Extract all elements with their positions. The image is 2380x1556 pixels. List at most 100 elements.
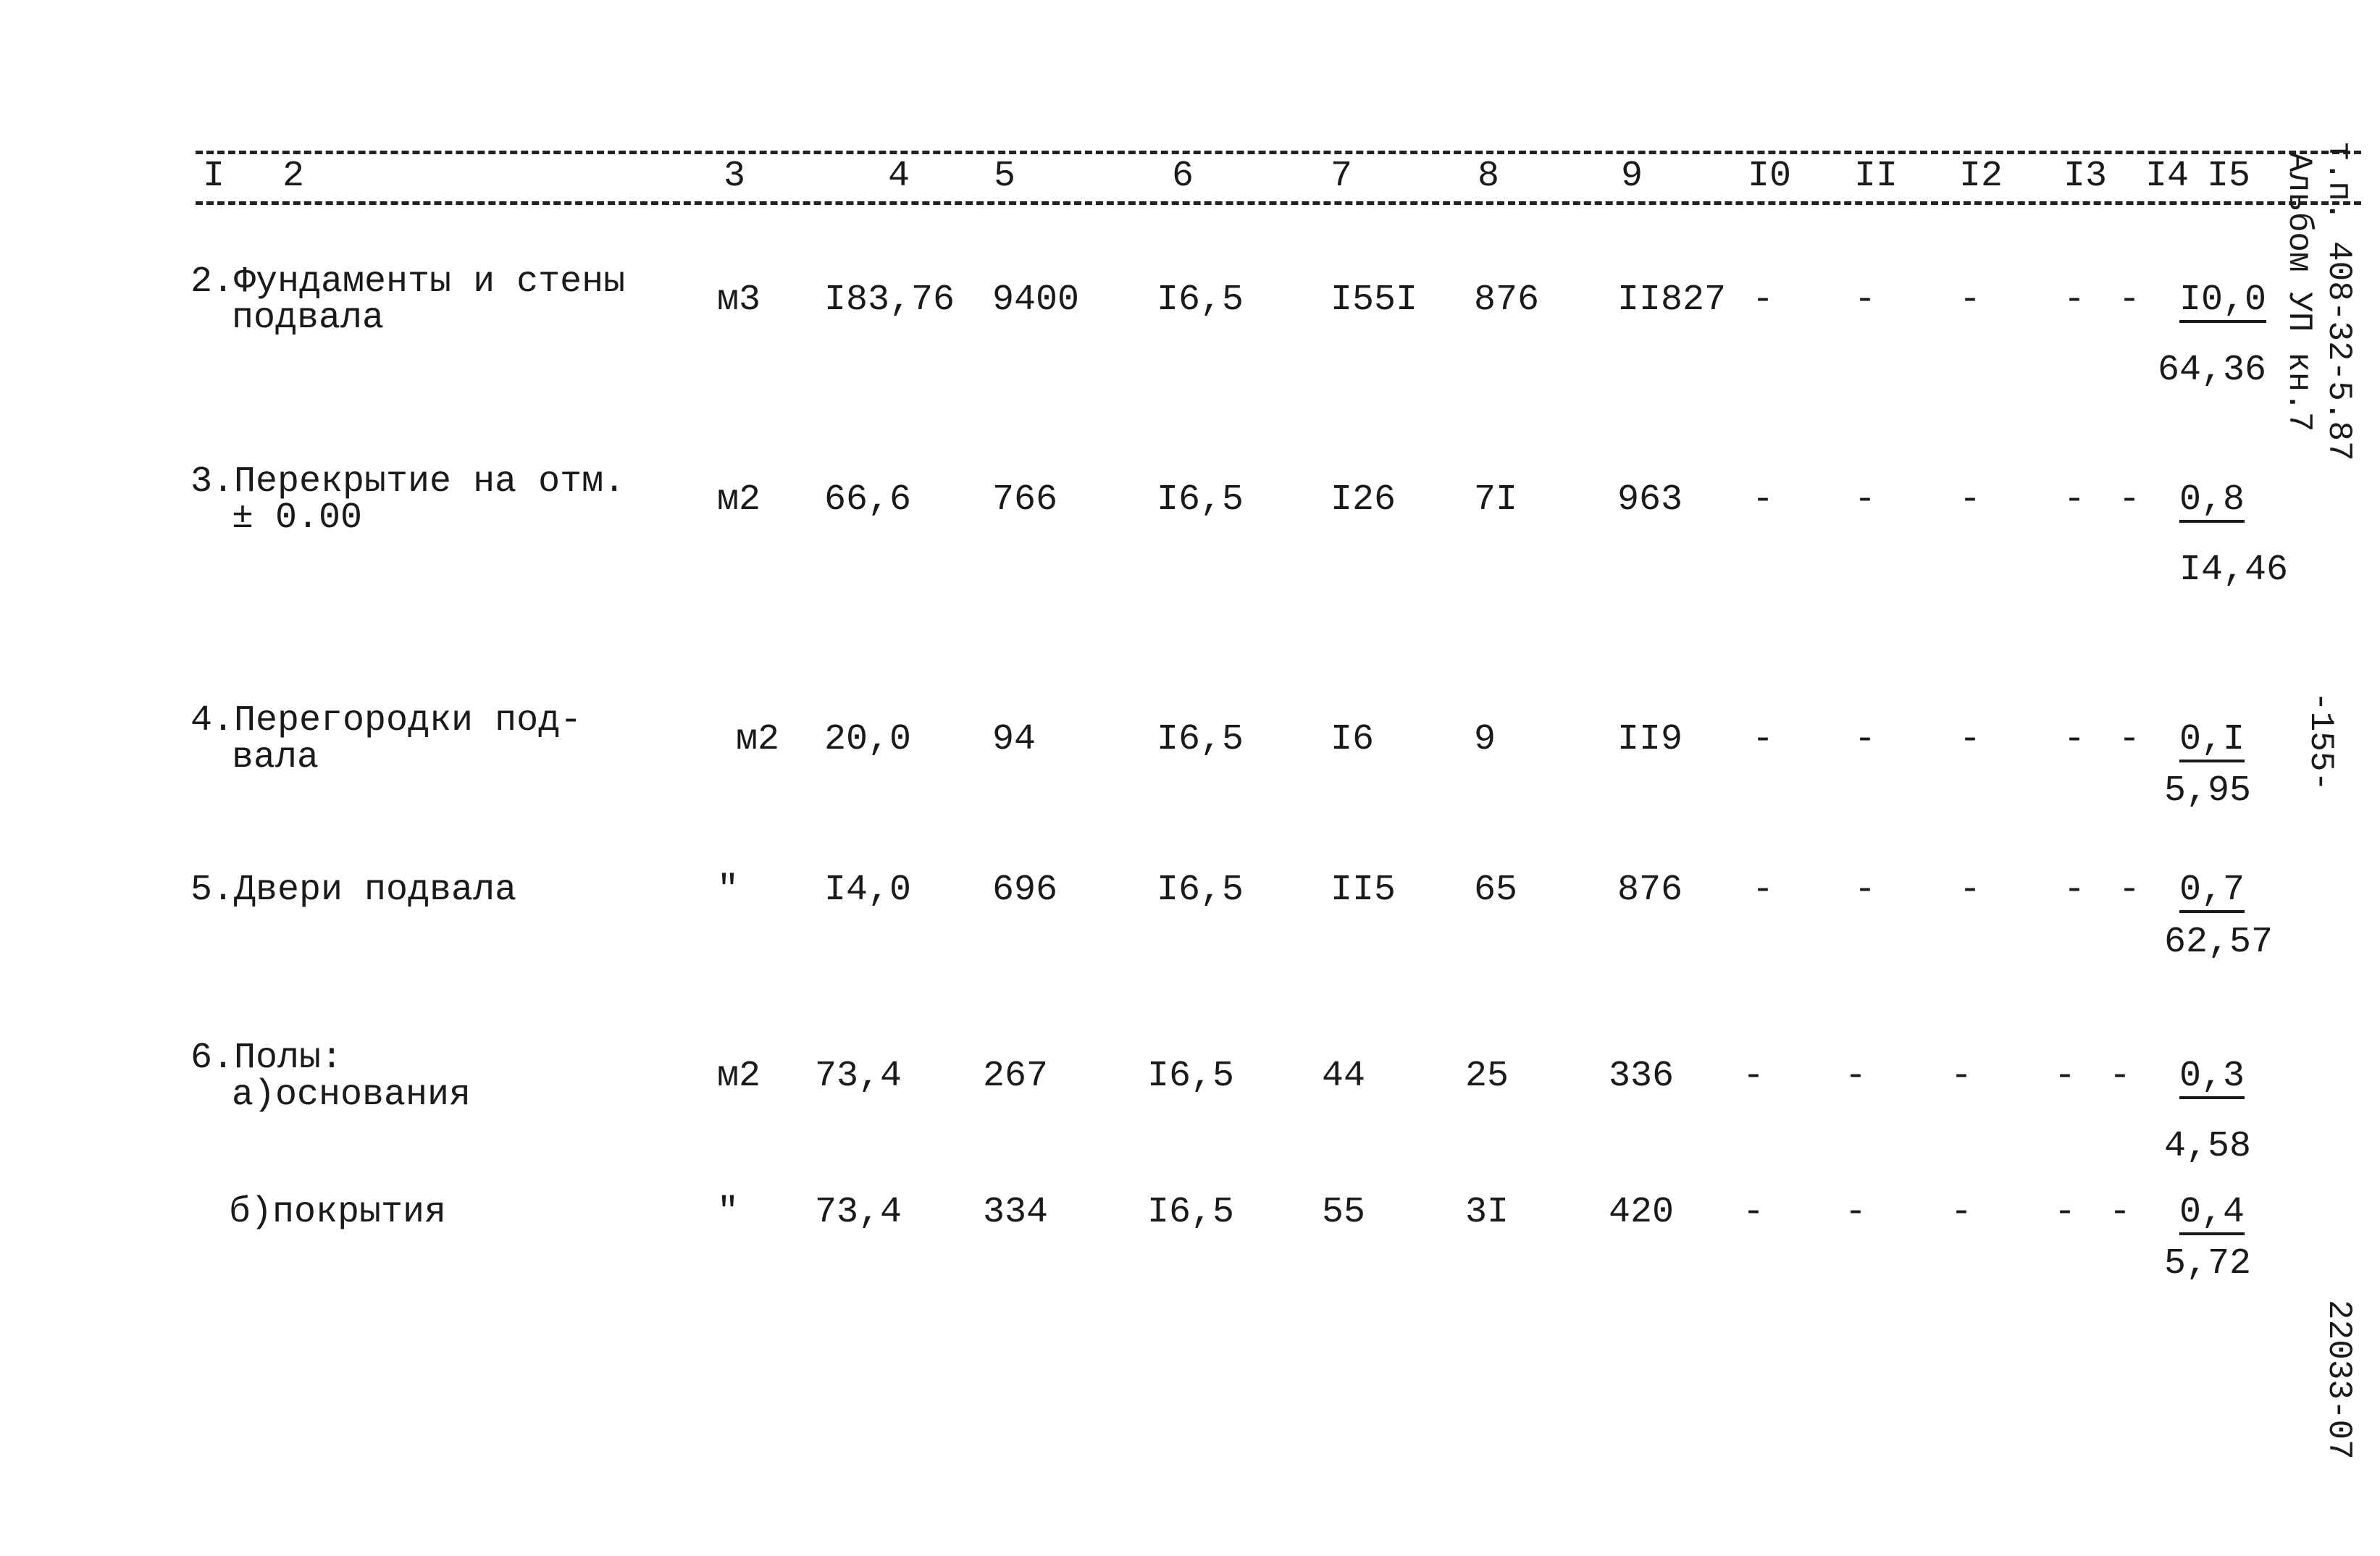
- header-rule-bottom: [196, 201, 2361, 205]
- row-label: 2.Фундаменты и стены: [190, 261, 626, 303]
- cell-value: 7I: [1474, 479, 1518, 521]
- cell-dash: -: [1845, 1192, 1867, 1233]
- header-cell: 3: [724, 156, 746, 197]
- fraction-numerator: I0,0: [2179, 282, 2267, 323]
- cell-value: 334: [983, 1192, 1049, 1233]
- cell-value: I6,5: [1157, 279, 1244, 321]
- cell-value: I6,5: [1157, 719, 1244, 760]
- unit: м3: [717, 279, 761, 321]
- cell-dash: -: [1854, 479, 1877, 521]
- cell-value: 94: [992, 719, 1036, 760]
- unit: м2: [717, 1056, 761, 1097]
- cell-dash: -: [1959, 719, 1982, 760]
- header-cell: 4: [888, 156, 910, 197]
- cell-value: 66,6: [824, 479, 912, 521]
- cell-value: 9400: [992, 279, 1080, 321]
- cell-dash: -: [1845, 1056, 1867, 1097]
- row-label: 3.Перекрытие на отм.: [190, 461, 626, 502]
- header-cell: I2: [1959, 156, 2003, 197]
- header-cell: I4: [2145, 156, 2190, 197]
- cell-value: I6,5: [1157, 870, 1244, 911]
- cell-dash: -: [1752, 479, 1774, 521]
- cell-dash: -: [1854, 870, 1877, 911]
- cell-value: 73,4: [815, 1056, 902, 1097]
- cell-value: 25: [1465, 1056, 1509, 1097]
- header-cell: I3: [2063, 156, 2108, 197]
- cell-value: 876: [1617, 870, 1683, 911]
- margin-note: Альбом УП кн.7: [2280, 152, 2318, 432]
- fraction-numerator: 0,8: [2179, 482, 2245, 523]
- cell-dash: -: [2119, 279, 2141, 321]
- header-cell: 5: [994, 156, 1016, 197]
- unit: м2: [717, 479, 761, 521]
- row-label: подвала: [232, 298, 385, 339]
- row-label: 4.Перегородки под-: [190, 700, 582, 741]
- cell-value: 420: [1609, 1192, 1675, 1233]
- cell-value: I55I: [1331, 279, 1418, 321]
- row-label: 6.Полы:: [190, 1038, 343, 1079]
- cell-dash: -: [2119, 870, 2141, 911]
- cell-value: I6: [1331, 719, 1375, 760]
- cell-dash: -: [2109, 1056, 2132, 1097]
- row-label: 5.Двери подвала: [190, 870, 517, 911]
- fraction-denominator: 4,58: [2164, 1126, 2252, 1167]
- cell-dash: -: [2054, 1192, 2077, 1233]
- row-label: ± 0.00: [232, 497, 363, 539]
- header-cell: I: [203, 156, 225, 197]
- unit: ": [717, 1192, 739, 1233]
- cell-value: 9: [1474, 719, 1496, 760]
- page-number: -155-: [2302, 691, 2339, 792]
- cell-value: 55: [1322, 1192, 1366, 1233]
- fraction-numerator: 0,I: [2179, 722, 2245, 762]
- cell-dash: -: [2063, 479, 2086, 521]
- cell-value: 3I: [1465, 1192, 1509, 1233]
- header-cell: 9: [1621, 156, 1643, 197]
- cell-dash: -: [2054, 1056, 2077, 1097]
- fraction-numerator: 0,4: [2179, 1195, 2245, 1235]
- cell-dash: -: [2063, 279, 2086, 321]
- unit: м2: [736, 719, 780, 760]
- unit: ": [717, 870, 739, 911]
- header-cell: I5: [2207, 156, 2251, 197]
- cell-value: 267: [983, 1056, 1049, 1097]
- cell-dash: -: [2063, 870, 2086, 911]
- cell-dash: -: [2119, 719, 2141, 760]
- row-label: вала: [232, 737, 319, 778]
- cell-dash: -: [1854, 279, 1877, 321]
- margin-note: т.п. 408-32-5.87: [2320, 141, 2358, 461]
- cell-value: 696: [992, 870, 1058, 911]
- header-cell: II: [1854, 156, 1898, 197]
- fraction-numerator: 0,7: [2179, 872, 2245, 913]
- fraction-denominator: 64,36: [2158, 350, 2267, 391]
- cell-value: 963: [1617, 479, 1683, 521]
- header-rule-top: [196, 151, 2361, 154]
- cell-value: I83,76: [824, 279, 955, 321]
- cell-dash: -: [1950, 1192, 1973, 1233]
- cell-value: I6,5: [1147, 1056, 1235, 1097]
- cell-value: 20,0: [824, 719, 912, 760]
- header-cell: 6: [1172, 156, 1194, 197]
- cell-dash: -: [1752, 870, 1774, 911]
- cell-value: 766: [992, 479, 1058, 521]
- cell-dash: -: [1743, 1056, 1765, 1097]
- row-label: б)покрытия: [229, 1192, 447, 1233]
- cell-value: 44: [1322, 1056, 1366, 1097]
- cell-dash: -: [2109, 1192, 2132, 1233]
- cell-dash: -: [1959, 479, 1982, 521]
- fraction-numerator: 0,3: [2179, 1059, 2245, 1099]
- cell-dash: -: [1752, 719, 1774, 760]
- header-cell: I0: [1748, 156, 1792, 197]
- row-label: а)основания: [232, 1075, 472, 1116]
- margin-note: 22033-07: [2320, 1300, 2358, 1460]
- fraction-denominator: I4,46: [2179, 550, 2289, 591]
- header-cell: 8: [1478, 156, 1500, 197]
- header-cell: 2: [282, 156, 305, 197]
- fraction-denominator: 62,57: [2164, 922, 2274, 963]
- cell-value: I6,5: [1147, 1192, 1235, 1233]
- cell-dash: -: [1959, 279, 1982, 321]
- cell-value: II9: [1617, 719, 1683, 760]
- cell-value: 336: [1609, 1056, 1675, 1097]
- cell-value: 65: [1474, 870, 1518, 911]
- cell-dash: -: [1959, 870, 1982, 911]
